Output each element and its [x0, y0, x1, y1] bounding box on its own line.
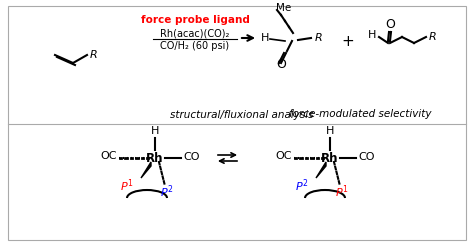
Text: Rh(acac)(CO)₂: Rh(acac)(CO)₂	[160, 29, 230, 39]
Text: O: O	[385, 19, 395, 31]
Text: force probe ligand: force probe ligand	[141, 15, 249, 25]
Text: structural/fluxional analysis: structural/fluxional analysis	[170, 110, 314, 120]
Text: CO: CO	[358, 152, 374, 162]
Text: $P^1$: $P^1$	[335, 184, 349, 200]
Text: R: R	[429, 32, 437, 42]
Text: H: H	[368, 30, 376, 40]
Text: OC: OC	[275, 151, 292, 161]
Text: CO: CO	[183, 152, 200, 162]
Text: Rh: Rh	[321, 152, 339, 164]
Polygon shape	[141, 162, 151, 178]
Polygon shape	[316, 162, 326, 178]
Text: R: R	[315, 33, 323, 43]
Text: $P^1$: $P^1$	[120, 178, 134, 194]
Text: $P^2$: $P^2$	[295, 178, 309, 194]
Text: H: H	[326, 126, 334, 136]
Text: H: H	[261, 33, 269, 43]
Text: O: O	[276, 59, 286, 71]
Text: OC: OC	[100, 151, 117, 161]
Text: CO/H₂ (60 psi): CO/H₂ (60 psi)	[160, 41, 229, 51]
Text: Rh: Rh	[146, 152, 164, 164]
Text: H: H	[151, 126, 159, 136]
Text: R: R	[90, 50, 98, 60]
Text: force-modulated selectivity: force-modulated selectivity	[289, 109, 431, 119]
Text: Me: Me	[276, 3, 292, 13]
Text: +: +	[342, 33, 355, 49]
Text: $P^2$: $P^2$	[160, 184, 174, 200]
